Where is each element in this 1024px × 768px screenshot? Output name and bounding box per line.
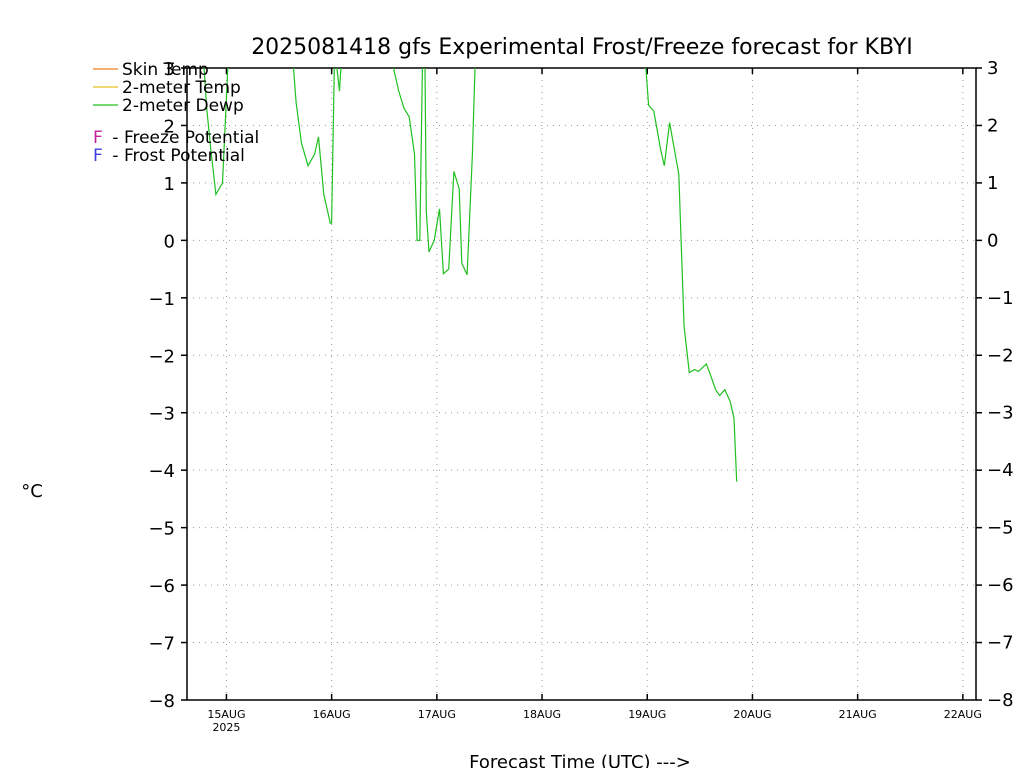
y-tick-label-right: 2 xyxy=(987,115,998,136)
y-tick-label-left: −4 xyxy=(148,461,175,482)
y-tick-label-left: −2 xyxy=(148,346,175,367)
y-axis-label: °C xyxy=(21,481,43,502)
y-tick-label-left: −8 xyxy=(148,691,175,712)
series-line-2m-dewp xyxy=(645,67,738,482)
legend-label: - Frost Potential xyxy=(107,146,245,166)
series-layer xyxy=(203,67,738,482)
y-axis-ticks: 3 3 2 2 1 1 0 0 −1 −1 −2 −2 −3 −3 −4 −4 −5 −5 −6 −6 −7 −7 −8 −8 xyxy=(148,58,1013,712)
y-tick-label-left: 3 xyxy=(164,59,175,80)
x-tick-label: 15AUG xyxy=(207,708,245,721)
y-tick-label-right: −6 xyxy=(987,575,1014,596)
y-tick-label-left: 1 xyxy=(164,174,175,195)
y-tick-label-right: 3 xyxy=(987,58,998,79)
series-line-2m-dewp xyxy=(292,67,335,224)
plot-frame xyxy=(186,67,977,701)
y-tick-label-left: −7 xyxy=(148,634,175,655)
y-tick-label-left: −3 xyxy=(148,404,175,425)
y-tick-label-right: 1 xyxy=(987,173,998,194)
grid-lines xyxy=(187,68,976,700)
x-tick-label: 20AUG xyxy=(733,708,771,721)
legend-label: 2-meter Temp xyxy=(122,78,241,98)
x-tick-label: 18AUG xyxy=(523,708,561,721)
x-tick-label: 17AUG xyxy=(418,708,456,721)
y-tick-label-right: −3 xyxy=(987,403,1014,424)
y-tick-label-right: −1 xyxy=(987,288,1014,309)
x-tick-label: 21AUG xyxy=(839,708,877,721)
y-tick-label-right: 0 xyxy=(987,230,998,251)
y-tick-label-right: −4 xyxy=(987,460,1014,481)
legend-label: 2-meter Dewp xyxy=(122,96,244,116)
series-line-2m-dewp xyxy=(392,67,423,241)
y-tick-label-right: −8 xyxy=(987,690,1014,711)
series-line-2m-dewp xyxy=(203,67,229,197)
x-tick-sublabel: 2025 xyxy=(212,721,240,734)
series-line-2m-dewp xyxy=(424,67,476,276)
y-tick-label-left: 0 xyxy=(164,231,175,252)
x-tick-label: 16AUG xyxy=(313,708,351,721)
y-tick-label-left: −1 xyxy=(148,289,175,310)
x-tick-label: 22AUG xyxy=(944,708,982,721)
legend-marker: F xyxy=(93,128,103,148)
y-tick-label-left: −6 xyxy=(148,576,175,597)
legend-label: - Freeze Potential xyxy=(107,128,259,148)
x-axis-label: Forecast Time (UTC) ---> xyxy=(469,752,691,768)
legend-label: Skin Temp xyxy=(122,60,209,80)
y-tick-label-right: −5 xyxy=(987,518,1014,539)
legend-marker: F xyxy=(93,146,103,166)
x-tick-label: 19AUG xyxy=(628,708,666,721)
y-tick-label-right: −7 xyxy=(987,633,1014,654)
chart-title: 2025081418 gfs Experimental Frost/Freeze… xyxy=(251,35,913,60)
series-line-2m-dewp xyxy=(336,67,342,92)
y-tick-label-right: −2 xyxy=(987,345,1014,366)
y-tick-label-left: 2 xyxy=(164,116,175,137)
y-tick-label-left: −5 xyxy=(148,519,175,540)
